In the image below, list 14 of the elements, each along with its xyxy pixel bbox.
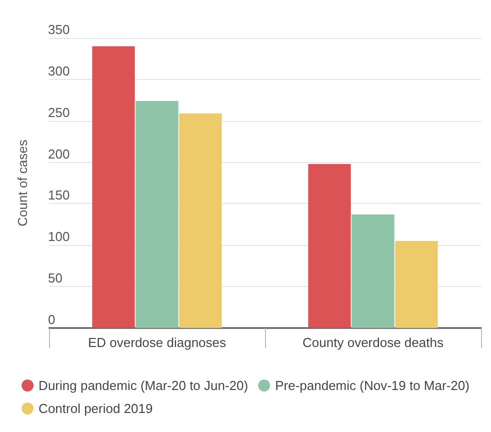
- y-tick-label: 150: [48, 188, 70, 203]
- x-tick-label: ED overdose diagnoses: [88, 335, 227, 350]
- y-tick-label: 100: [48, 229, 70, 244]
- x-tick-label: County overdose deaths: [302, 335, 444, 350]
- y-tick-label: 350: [48, 22, 70, 37]
- y-tick-label: 300: [48, 63, 70, 78]
- y-tick-label: 50: [48, 270, 62, 286]
- y-tick-label: 250: [48, 104, 70, 120]
- y-tick-label: 0: [48, 312, 56, 327]
- y-axis-title: Count of cases: [15, 139, 30, 226]
- legend-label: Pre-pandemic (Nov-19 to Mar-20): [275, 378, 470, 393]
- legend-label: Control period 2019: [38, 401, 153, 416]
- y-tick-label: 200: [48, 146, 70, 162]
- legend-label: During pandemic (Mar-20 to Jun-20): [38, 378, 248, 393]
